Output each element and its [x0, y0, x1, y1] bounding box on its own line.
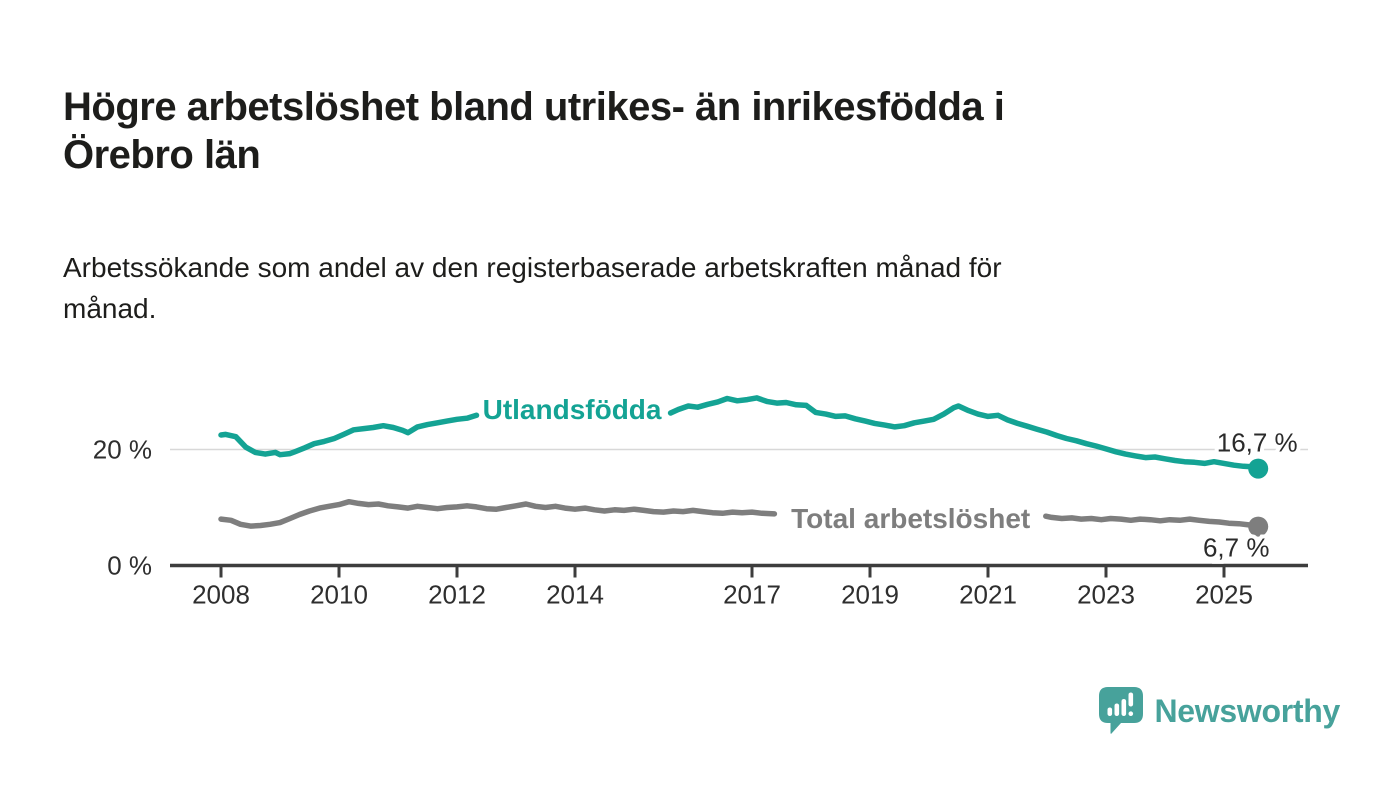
series-line-utlandsfodda-seg2 [667, 395, 1261, 472]
series-label-utlandsfodda: Utlandsfödda [483, 394, 662, 425]
series-end-dot-total [1248, 516, 1269, 537]
x-axis-tick-label-2019: 2019 [841, 580, 899, 610]
x-axis-tick-label-2012: 2012 [428, 580, 486, 610]
series-line-total-seg2 [1043, 513, 1261, 530]
newsworthy-brand: Newsworthy [1098, 686, 1341, 736]
end-value-label-total: 6,7 % [1203, 533, 1270, 563]
series-line-utlandsfodda-seg1 [218, 412, 480, 458]
y-axis-label-0: 0 % [107, 551, 152, 581]
x-axis-tick-label-2008: 2008 [192, 580, 250, 610]
x-axis-tick-label-2023: 2023 [1077, 580, 1135, 610]
chart-subtitle: Arbetssökande som andel av den registerb… [63, 252, 1002, 324]
x-axis-tick-label-2010: 2010 [310, 580, 368, 610]
series-line-total-seg1 [218, 498, 778, 529]
x-axis-tick-label-2017: 2017 [723, 580, 781, 610]
end-value-label-utlandsfodda: 16,7 % [1217, 428, 1298, 458]
series-end-dot-utlandsfodda [1248, 458, 1269, 479]
series-label-total: Total arbetslöshet [791, 503, 1030, 534]
brand-name: Newsworthy [1154, 692, 1341, 729]
x-axis-tick-label-2014: 2014 [546, 580, 604, 610]
x-axis-tick-label-2025: 2025 [1195, 580, 1253, 610]
newsworthy-logo-icon [1098, 687, 1143, 734]
x-axis-tick-label-2021: 2021 [959, 580, 1017, 610]
y-axis-label-20: 20 % [93, 435, 152, 465]
page-title: Högre arbetslöshet bland utrikes- än inr… [63, 84, 1005, 177]
